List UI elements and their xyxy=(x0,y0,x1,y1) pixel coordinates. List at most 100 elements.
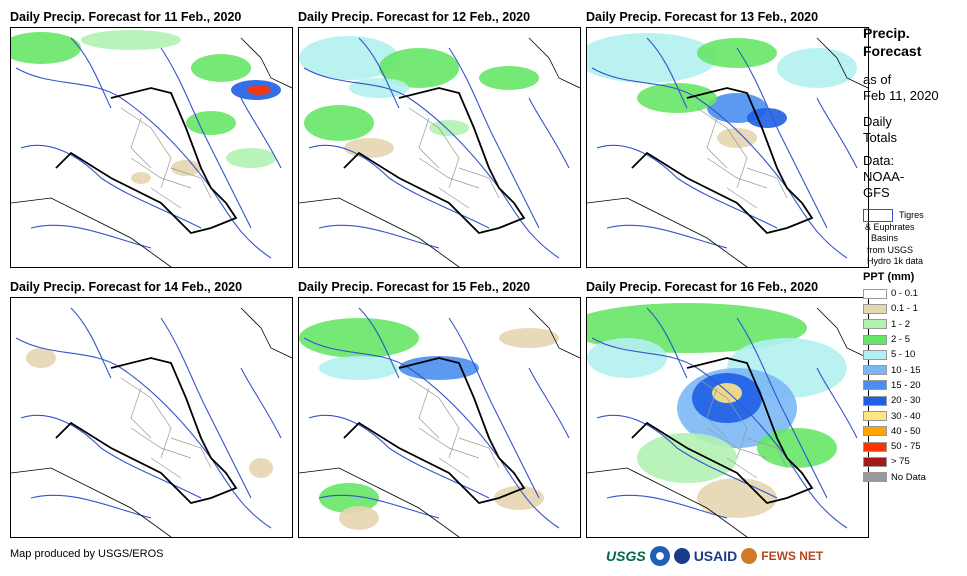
basin-text-4: from USGS xyxy=(867,245,914,255)
precip-cell xyxy=(81,30,181,50)
ppt-class-swatch xyxy=(863,365,887,376)
border-line xyxy=(11,197,172,267)
map-frame xyxy=(298,27,581,268)
asof-label: as of xyxy=(863,72,892,87)
admin-line xyxy=(170,167,212,199)
border-line xyxy=(299,197,460,267)
basin-text-1: Tigres xyxy=(899,210,924,220)
precip-cell xyxy=(191,54,251,82)
precip-cell xyxy=(717,128,757,148)
fews-globe-icon xyxy=(741,548,758,564)
ppt-class-swatch xyxy=(863,456,887,467)
legend-title-1: Precip. xyxy=(863,25,910,41)
river-network xyxy=(303,37,570,259)
ppt-class-label: 15 - 20 xyxy=(891,379,921,391)
map-frame xyxy=(298,297,581,538)
precip-field xyxy=(299,36,539,158)
ppt-class-swatch xyxy=(863,472,887,483)
country-boundary xyxy=(55,87,238,234)
precip-field xyxy=(587,303,847,518)
river-line xyxy=(308,144,490,229)
basin-text-2: & Euphrates xyxy=(865,222,915,232)
precip-cell xyxy=(304,105,374,141)
precip-cell xyxy=(499,328,559,348)
data-source-2: NOAA- xyxy=(863,169,905,184)
ppt-class-swatch xyxy=(863,380,887,391)
ppt-class-row: 20 - 30 xyxy=(863,393,963,408)
admin-boundaries xyxy=(696,377,788,479)
river-line xyxy=(606,224,728,249)
precip-cell xyxy=(479,66,539,90)
ppt-class-row: 0 - 0.1 xyxy=(863,286,963,301)
river-network xyxy=(591,37,858,259)
river-line xyxy=(70,307,112,379)
precip-cell xyxy=(349,78,409,98)
river-line xyxy=(646,307,688,379)
admin-boundaries xyxy=(120,107,212,209)
precip-cell xyxy=(587,33,717,83)
country-boundary xyxy=(55,357,238,504)
ppt-class-label: 2 - 5 xyxy=(891,334,911,346)
admin-line xyxy=(726,187,758,209)
river-line xyxy=(528,97,570,169)
admin-line xyxy=(706,117,728,169)
map-frame xyxy=(586,297,869,538)
border-line xyxy=(528,307,580,359)
precip-cell xyxy=(429,120,469,136)
precip-cell xyxy=(637,433,737,483)
daily-label-1: Daily xyxy=(863,114,892,129)
precip-cell xyxy=(26,348,56,368)
precip-cell xyxy=(697,38,777,68)
river-line xyxy=(591,67,848,259)
border-line xyxy=(240,307,292,359)
precip-cell xyxy=(226,148,276,168)
ppt-class-swatch xyxy=(863,303,887,314)
river-line xyxy=(20,414,202,499)
river-line xyxy=(15,67,272,259)
ppt-class-label: 5 - 10 xyxy=(891,349,916,361)
river-line xyxy=(528,367,570,439)
precip-cell xyxy=(319,356,399,380)
ppt-class-swatch xyxy=(863,319,887,330)
admin-line xyxy=(418,427,480,459)
usaid-logo: USAID xyxy=(693,548,738,564)
ppt-classes: 0 - 0.1 0.1 - 1 1 - 2 2 - 5 5 - 10 10 - 15 15 … xyxy=(863,286,963,485)
map-legend: Precip. Forecast as of Feb 11, 2020 Dail… xyxy=(863,24,963,485)
basin-swatch xyxy=(863,209,893,222)
admin-line xyxy=(746,437,788,469)
river-line xyxy=(160,317,252,499)
admin-line xyxy=(170,437,212,469)
border-line xyxy=(587,197,748,267)
river-line xyxy=(358,307,400,379)
admin-line xyxy=(150,187,182,209)
admin-boundaries xyxy=(408,107,500,209)
map-frame xyxy=(586,27,869,268)
river-line xyxy=(816,97,858,169)
river-line xyxy=(70,37,112,109)
ppt-class-swatch xyxy=(863,288,887,299)
precip-cell xyxy=(379,48,459,88)
river-line xyxy=(448,317,540,499)
panel-title: Daily Precip. Forecast for 11 Feb., 2020 xyxy=(10,10,242,24)
partner-logos: USGS USAID FEWS NET xyxy=(606,543,823,569)
river-line xyxy=(448,47,540,229)
river-line xyxy=(20,144,202,229)
river-line xyxy=(596,414,778,499)
admin-line xyxy=(408,377,460,459)
precip-cell xyxy=(171,160,201,176)
ppt-class-row: 15 - 20 xyxy=(863,378,963,393)
river-line xyxy=(736,47,828,229)
precip-cell xyxy=(186,111,236,135)
river-line xyxy=(240,367,282,439)
river-network xyxy=(303,307,570,529)
border-line xyxy=(11,467,172,537)
panel-title: Daily Precip. Forecast for 12 Feb., 2020 xyxy=(298,10,531,24)
border-line xyxy=(816,307,868,359)
admin-line xyxy=(418,387,440,439)
river-line xyxy=(240,97,282,169)
admin-line xyxy=(746,167,788,199)
ppt-class-label: 30 - 40 xyxy=(891,410,921,422)
ppt-class-label: 40 - 50 xyxy=(891,425,921,437)
river-line xyxy=(15,337,272,529)
ppt-class-swatch xyxy=(863,441,887,452)
